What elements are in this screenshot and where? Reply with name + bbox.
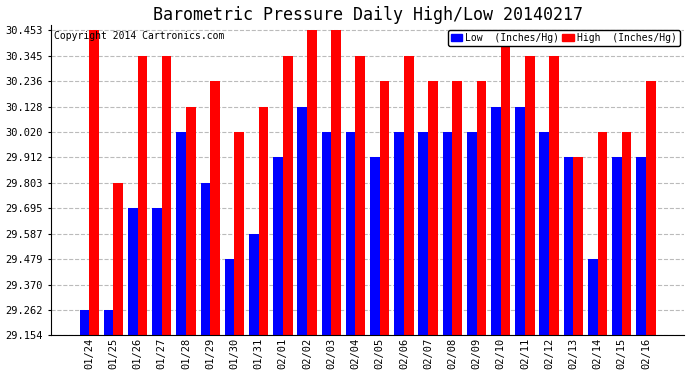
Bar [525, 56, 535, 375]
Title: Barometric Pressure Daily High/Low 20140217: Barometric Pressure Daily High/Low 20140… [152, 6, 582, 24]
Bar [104, 310, 113, 375]
Bar [564, 158, 573, 375]
Bar [346, 132, 355, 375]
Bar [370, 158, 380, 375]
Bar [235, 132, 244, 375]
Bar [418, 132, 428, 375]
Bar [152, 209, 162, 375]
Bar [588, 259, 598, 375]
Text: Copyright 2014 Cartronics.com: Copyright 2014 Cartronics.com [54, 32, 224, 41]
Bar [394, 132, 404, 375]
Bar [128, 209, 137, 375]
Bar [137, 56, 147, 375]
Bar [225, 259, 235, 375]
Bar [380, 81, 389, 375]
Bar [89, 30, 99, 375]
Bar [598, 132, 607, 375]
Bar [162, 56, 172, 375]
Bar [622, 132, 631, 375]
Bar [186, 106, 196, 375]
Bar [177, 132, 186, 375]
Bar [612, 158, 622, 375]
Bar [210, 81, 220, 375]
Bar [540, 132, 549, 375]
Bar [201, 183, 210, 375]
Bar [79, 310, 89, 375]
Bar [322, 132, 331, 375]
Bar [467, 132, 477, 375]
Legend: Low  (Inches/Hg), High  (Inches/Hg): Low (Inches/Hg), High (Inches/Hg) [448, 30, 680, 46]
Bar [283, 56, 293, 375]
Bar [646, 81, 656, 375]
Bar [442, 132, 453, 375]
Bar [273, 158, 283, 375]
Bar [249, 234, 259, 375]
Bar [477, 81, 486, 375]
Bar [404, 56, 413, 375]
Bar [501, 30, 511, 375]
Bar [355, 56, 365, 375]
Bar [297, 106, 307, 375]
Bar [549, 56, 559, 375]
Bar [259, 106, 268, 375]
Bar [573, 158, 583, 375]
Bar [515, 106, 525, 375]
Bar [428, 81, 437, 375]
Bar [331, 30, 341, 375]
Bar [636, 158, 646, 375]
Bar [113, 183, 123, 375]
Bar [307, 30, 317, 375]
Bar [453, 81, 462, 375]
Bar [491, 106, 501, 375]
